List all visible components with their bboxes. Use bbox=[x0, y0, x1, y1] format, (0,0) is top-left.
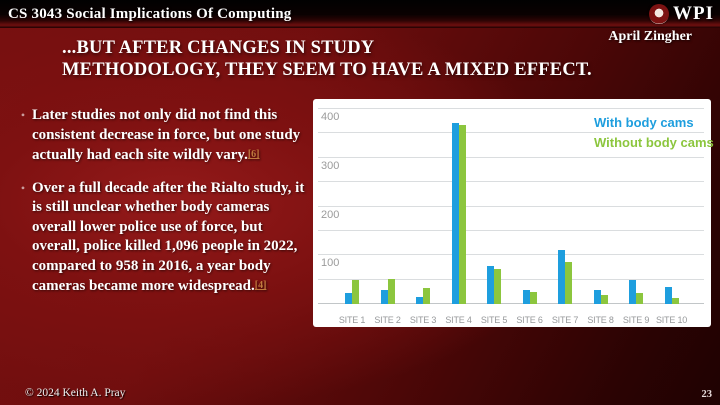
wpi-logo-text: WPI bbox=[673, 3, 714, 24]
bar bbox=[345, 293, 352, 304]
course-title: CS 3043 Social Implications Of Computing bbox=[8, 5, 292, 22]
bullet-list: • Later studies not only did not find th… bbox=[14, 106, 312, 310]
bar bbox=[423, 288, 430, 304]
bullet-text: Over a full decade after the Rialto stud… bbox=[32, 179, 312, 297]
bar-group bbox=[629, 279, 643, 304]
gridline bbox=[318, 156, 704, 158]
gridline bbox=[318, 278, 704, 280]
slide-title-line-1: ...BUT AFTER CHANGES IN STUDY bbox=[62, 38, 375, 58]
gridline bbox=[318, 132, 704, 134]
bar bbox=[671, 297, 679, 304]
wpi-seal-icon bbox=[649, 4, 669, 24]
author-name: April Zingher bbox=[608, 29, 692, 44]
y-axis-tick-label: 200 bbox=[321, 208, 340, 221]
bar bbox=[664, 286, 672, 304]
gridline bbox=[318, 181, 704, 183]
copyright-notice: © 2024 Keith A. Pray bbox=[25, 387, 126, 399]
bar bbox=[593, 290, 601, 304]
x-axis-category-label: SITE 2 bbox=[374, 315, 401, 325]
bar-group bbox=[664, 286, 679, 304]
bullet-item: • Over a full decade after the Rialto st… bbox=[14, 179, 312, 297]
x-axis-category-label: SITE 5 bbox=[480, 315, 508, 325]
bullet-text: Later studies not only did not find this… bbox=[32, 106, 312, 166]
bar bbox=[565, 262, 572, 304]
bar bbox=[558, 250, 565, 304]
slide-title-line-2: METHODOLOGY, THEY SEEM TO HAVE A MIXED E… bbox=[62, 60, 592, 80]
bar-group bbox=[380, 278, 395, 304]
bar bbox=[600, 295, 608, 304]
bullet-icon: • bbox=[20, 108, 26, 122]
bar bbox=[629, 279, 636, 304]
bar bbox=[451, 122, 459, 304]
legend-entry: With body cams bbox=[594, 115, 694, 130]
gridline bbox=[318, 229, 704, 231]
bar bbox=[494, 269, 501, 304]
reference-link[interactable]: [4] bbox=[254, 280, 267, 291]
bar bbox=[522, 290, 530, 304]
reference-link[interactable]: [6] bbox=[247, 149, 260, 160]
bullet-text-body: Over a full decade after the Rialto stud… bbox=[32, 179, 305, 295]
bullet-item: • Later studies not only did not find th… bbox=[14, 106, 312, 166]
slide-title: ...BUT AFTER CHANGES IN STUDY METHODOLOG… bbox=[62, 37, 682, 81]
bar bbox=[380, 290, 388, 304]
bullet-text-body: Later studies not only did not find this… bbox=[32, 107, 301, 163]
bar-group bbox=[593, 290, 608, 304]
gridline bbox=[318, 108, 704, 109]
x-axis-category-label: SITE 9 bbox=[622, 315, 650, 325]
x-axis-category-label: SITE 4 bbox=[445, 315, 472, 325]
bar-group bbox=[558, 250, 572, 304]
x-axis-category-label: SITE 8 bbox=[587, 315, 614, 325]
x-axis-category-label: SITE 10 bbox=[655, 315, 688, 325]
bar bbox=[458, 124, 466, 304]
bar bbox=[387, 278, 395, 304]
bullet-icon: • bbox=[20, 180, 26, 195]
x-axis-category-label: SITE 6 bbox=[516, 315, 543, 325]
bar bbox=[636, 293, 643, 304]
bar-chart-panel: With body cams Without body cams 100 200 30… bbox=[313, 99, 714, 327]
chart-plot bbox=[318, 108, 704, 304]
bar-group bbox=[487, 266, 501, 304]
bar-group bbox=[345, 279, 359, 304]
legend-entry: Without body cams bbox=[594, 135, 714, 150]
bar bbox=[416, 296, 423, 304]
x-axis-category-label: SITE 7 bbox=[551, 315, 579, 325]
bar bbox=[529, 292, 537, 304]
gridline bbox=[318, 254, 704, 256]
y-axis-tick-label: 100 bbox=[321, 257, 340, 270]
x-axis-category-label: SITE 3 bbox=[409, 315, 437, 325]
page-number: 23 bbox=[701, 389, 713, 400]
y-axis-tick-label: 300 bbox=[321, 159, 340, 172]
bar-group bbox=[522, 290, 537, 304]
gridline bbox=[318, 303, 704, 304]
x-axis-category-label: SITE 1 bbox=[338, 315, 366, 325]
bar bbox=[352, 279, 359, 304]
header-bar: CS 3043 Social Implications Of Computing… bbox=[0, 0, 720, 28]
bar-group bbox=[416, 288, 430, 304]
bar bbox=[487, 266, 494, 304]
gridline bbox=[318, 205, 704, 207]
y-axis-tick-label: 400 bbox=[321, 111, 340, 123]
bar-group bbox=[451, 122, 466, 304]
chart-legend: With body cams Without body cams bbox=[594, 113, 714, 153]
wpi-logo: WPI bbox=[649, 3, 714, 25]
